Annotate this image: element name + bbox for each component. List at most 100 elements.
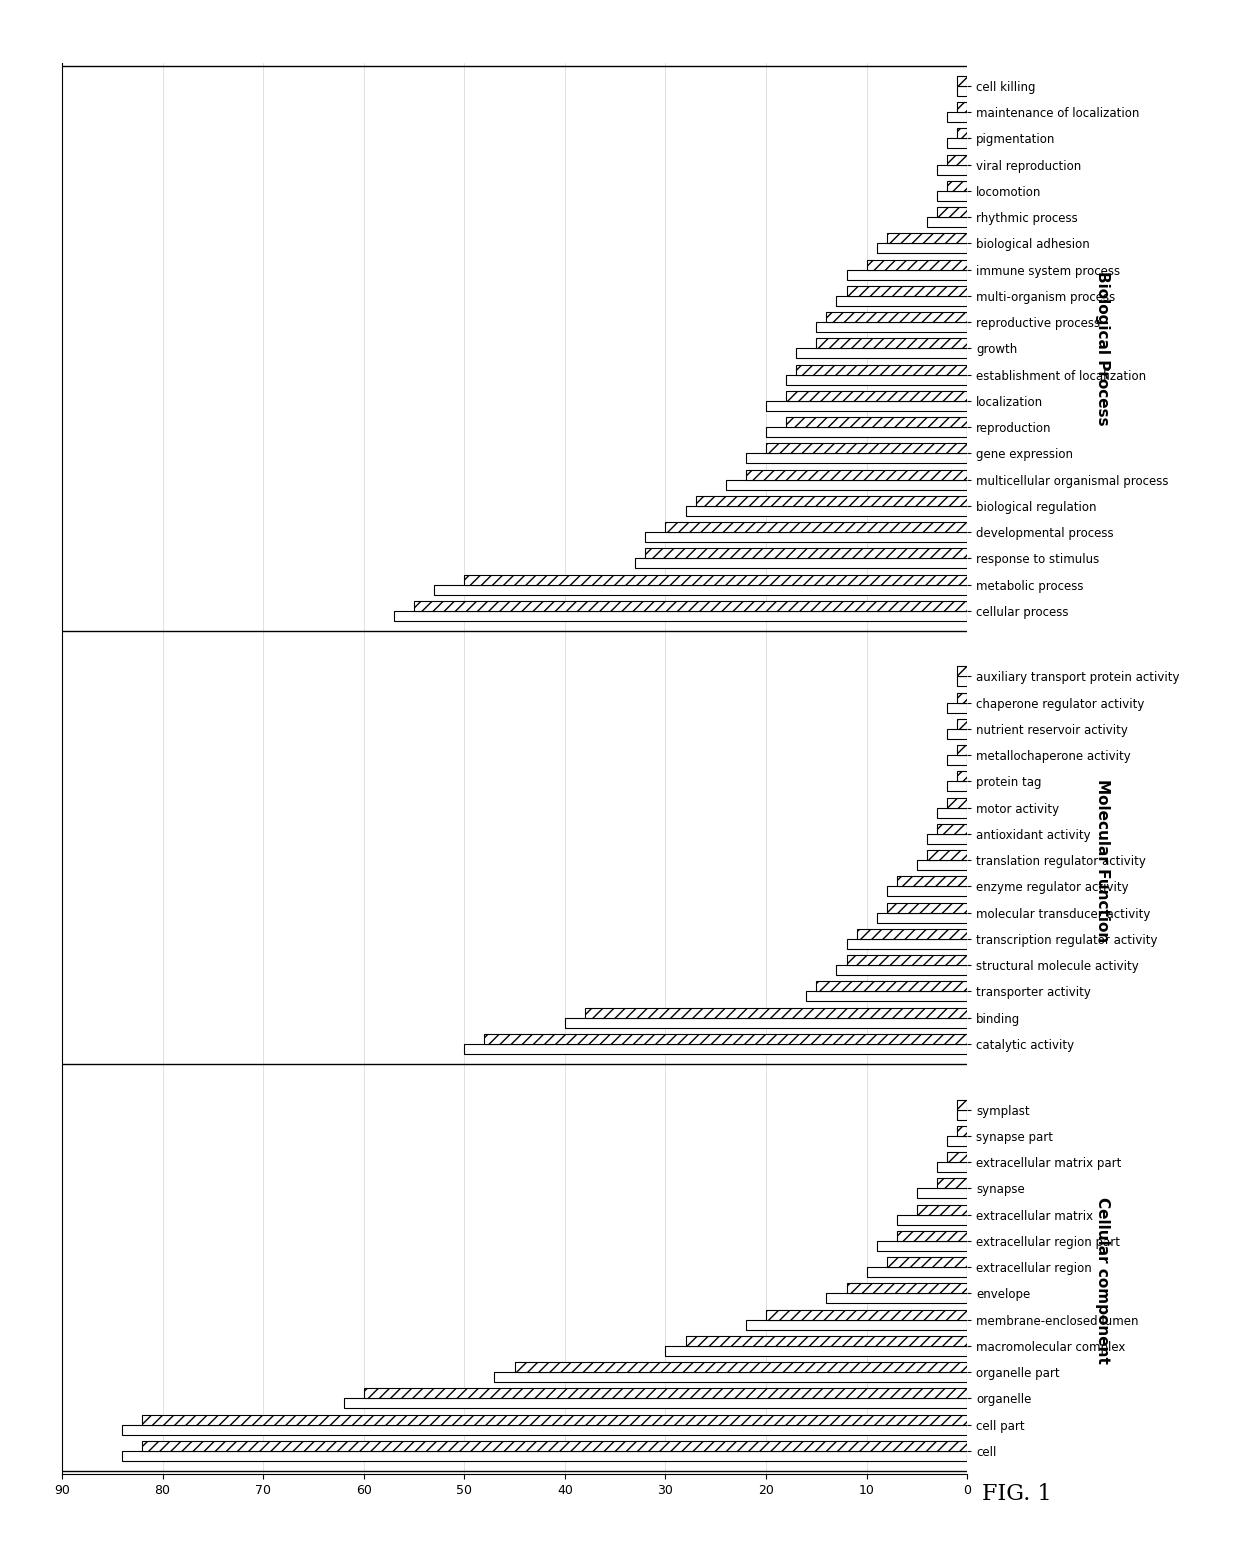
- Bar: [464, 574, 967, 585]
- Bar: [957, 75, 967, 86]
- Bar: [957, 771, 967, 781]
- Bar: [957, 745, 967, 756]
- Bar: [766, 401, 967, 411]
- Bar: [947, 138, 967, 149]
- Bar: [916, 861, 967, 870]
- Bar: [796, 348, 967, 359]
- Bar: [725, 480, 967, 489]
- Bar: [485, 1033, 967, 1044]
- Bar: [937, 165, 967, 174]
- Bar: [916, 1204, 967, 1215]
- Bar: [746, 1320, 967, 1330]
- Bar: [928, 216, 967, 227]
- Bar: [847, 955, 967, 966]
- Bar: [766, 1309, 967, 1320]
- Bar: [947, 798, 967, 808]
- Bar: [343, 1399, 967, 1408]
- Bar: [816, 982, 967, 991]
- Bar: [897, 877, 967, 886]
- Bar: [123, 1425, 967, 1435]
- Bar: [916, 1189, 967, 1198]
- Text: Molecular Function: Molecular Function: [1095, 779, 1111, 942]
- Bar: [796, 365, 967, 375]
- Bar: [696, 495, 967, 506]
- Bar: [887, 1258, 967, 1267]
- Bar: [123, 1450, 967, 1461]
- Bar: [786, 375, 967, 384]
- Bar: [363, 1388, 967, 1399]
- Text: Biological Process: Biological Process: [1095, 271, 1111, 425]
- Bar: [867, 260, 967, 270]
- Bar: [645, 549, 967, 558]
- Bar: [585, 1008, 967, 1018]
- Bar: [957, 1126, 967, 1135]
- Bar: [495, 1372, 967, 1381]
- Bar: [957, 129, 967, 138]
- Bar: [666, 1345, 967, 1356]
- Bar: [766, 444, 967, 453]
- Bar: [947, 756, 967, 765]
- Bar: [957, 102, 967, 111]
- Bar: [897, 1231, 967, 1240]
- Bar: [887, 903, 967, 913]
- Bar: [947, 111, 967, 122]
- Text: Cellular component: Cellular component: [1095, 1196, 1111, 1364]
- Bar: [686, 506, 967, 516]
- Bar: [937, 191, 967, 201]
- Bar: [897, 1215, 967, 1225]
- Bar: [837, 966, 967, 975]
- Bar: [515, 1363, 967, 1372]
- Bar: [746, 469, 967, 480]
- Bar: [786, 390, 967, 401]
- Bar: [666, 522, 967, 532]
- Bar: [434, 585, 967, 594]
- Bar: [806, 991, 967, 1002]
- Bar: [867, 1267, 967, 1276]
- Bar: [937, 808, 967, 817]
- Bar: [957, 86, 967, 96]
- Bar: [847, 939, 967, 949]
- Bar: [877, 913, 967, 922]
- Bar: [957, 666, 967, 676]
- Bar: [143, 1441, 967, 1450]
- Bar: [957, 693, 967, 702]
- Bar: [635, 558, 967, 568]
- Bar: [887, 234, 967, 243]
- Bar: [826, 1294, 967, 1303]
- Bar: [947, 1135, 967, 1146]
- Bar: [686, 1336, 967, 1345]
- Bar: [887, 886, 967, 897]
- Bar: [957, 1099, 967, 1110]
- Bar: [928, 834, 967, 844]
- Bar: [947, 155, 967, 165]
- Bar: [957, 720, 967, 729]
- Bar: [947, 729, 967, 739]
- Bar: [957, 676, 967, 687]
- Bar: [877, 243, 967, 254]
- Bar: [937, 207, 967, 216]
- Bar: [394, 612, 967, 621]
- Bar: [766, 426, 967, 437]
- Bar: [947, 702, 967, 713]
- Bar: [937, 823, 967, 834]
- Bar: [464, 1044, 967, 1054]
- Bar: [645, 532, 967, 543]
- Bar: [847, 285, 967, 296]
- Bar: [414, 601, 967, 612]
- Bar: [947, 781, 967, 792]
- Bar: [565, 1018, 967, 1027]
- Bar: [847, 1283, 967, 1294]
- Bar: [837, 296, 967, 306]
- Bar: [928, 850, 967, 861]
- Bar: [957, 1110, 967, 1120]
- Bar: [877, 1240, 967, 1251]
- Bar: [947, 1152, 967, 1162]
- Bar: [937, 1178, 967, 1189]
- Text: FIG. 1: FIG. 1: [982, 1483, 1052, 1505]
- Bar: [816, 339, 967, 348]
- Bar: [826, 312, 967, 321]
- Bar: [143, 1414, 967, 1425]
- Bar: [847, 270, 967, 279]
- Bar: [937, 1162, 967, 1171]
- Bar: [816, 321, 967, 332]
